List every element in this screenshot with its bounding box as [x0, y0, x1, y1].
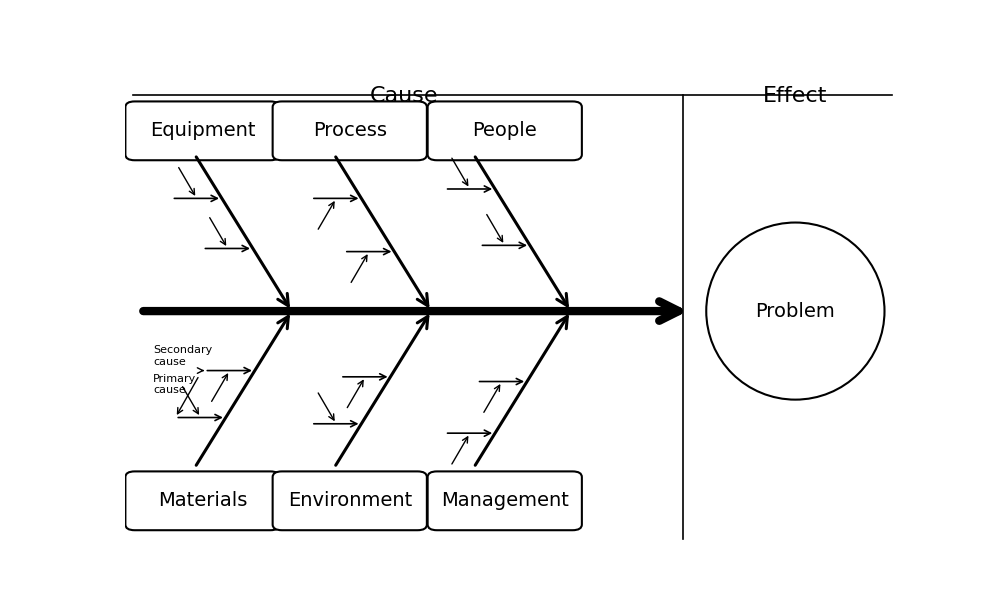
Text: Secondary
cause: Secondary cause: [153, 346, 212, 367]
FancyBboxPatch shape: [125, 102, 280, 160]
Text: Equipment: Equipment: [150, 121, 255, 140]
Text: Process: Process: [313, 121, 387, 140]
FancyBboxPatch shape: [273, 102, 427, 160]
Text: Materials: Materials: [158, 492, 247, 510]
Text: Management: Management: [441, 492, 569, 510]
Text: Environment: Environment: [288, 492, 412, 510]
Text: Effect: Effect: [763, 86, 828, 106]
Text: People: People: [472, 121, 537, 140]
Text: Problem: Problem: [756, 302, 835, 320]
FancyBboxPatch shape: [428, 102, 582, 160]
Text: Primary
cause: Primary cause: [153, 374, 196, 395]
FancyBboxPatch shape: [428, 471, 582, 530]
FancyBboxPatch shape: [125, 471, 280, 530]
FancyBboxPatch shape: [273, 471, 427, 530]
Text: Cause: Cause: [370, 86, 438, 106]
